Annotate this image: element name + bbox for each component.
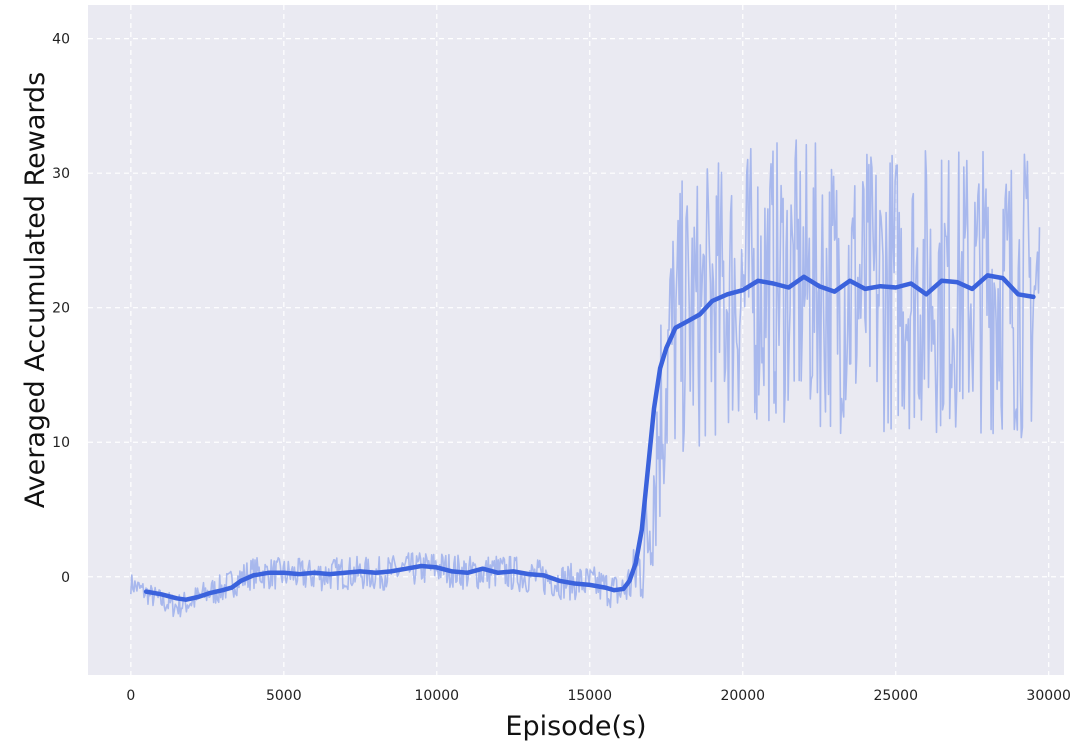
- x-tick-labels: 0 5000 10000 15000 20000 25000 30000: [126, 688, 1071, 704]
- y-tick-label: 40: [52, 32, 70, 48]
- y-tick-labels: 0 10 20 30 40: [52, 32, 70, 586]
- x-tick-label: 0: [126, 688, 135, 704]
- x-tick-label: 5000: [266, 688, 302, 704]
- y-axis-title: Averaged Accumulated Rewards: [20, 72, 51, 508]
- y-tick-label: 10: [52, 435, 70, 451]
- x-tick-label: 10000: [415, 688, 460, 704]
- raw-reward-line: [130, 139, 1041, 618]
- x-tick-label: 20000: [720, 688, 765, 704]
- raw-reward-series: [130, 139, 1041, 618]
- y-tick-label: 30: [52, 166, 70, 182]
- x-tick-label: 30000: [1026, 688, 1071, 704]
- y-tick-label: 20: [52, 301, 70, 317]
- smoothed-reward-line: [143, 273, 1036, 602]
- x-axis-title: Episode(s): [505, 711, 646, 742]
- x-tick-label: 25000: [873, 688, 918, 704]
- smoothed-reward-series: [143, 273, 1036, 602]
- x-tick-label: 15000: [567, 688, 612, 704]
- y-tick-label: 0: [61, 570, 70, 586]
